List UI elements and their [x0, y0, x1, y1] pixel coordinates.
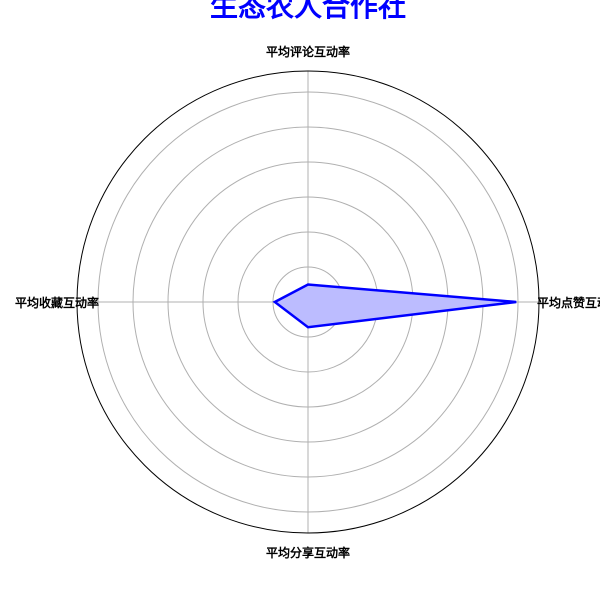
- radar-series: [272, 283, 517, 329]
- axis-label-2: 平均评论互动率: [266, 44, 350, 59]
- axis-label-3: 平均收藏互动率: [15, 295, 99, 310]
- axis-label-1: 平均点赞互动率: [537, 295, 600, 310]
- series-polygon-1: [272, 283, 517, 329]
- chart-title: 生态农人合作社: [210, 0, 406, 23]
- polar-frame: [76, 70, 540, 534]
- axis-label-4: 平均分享互动率: [266, 545, 350, 560]
